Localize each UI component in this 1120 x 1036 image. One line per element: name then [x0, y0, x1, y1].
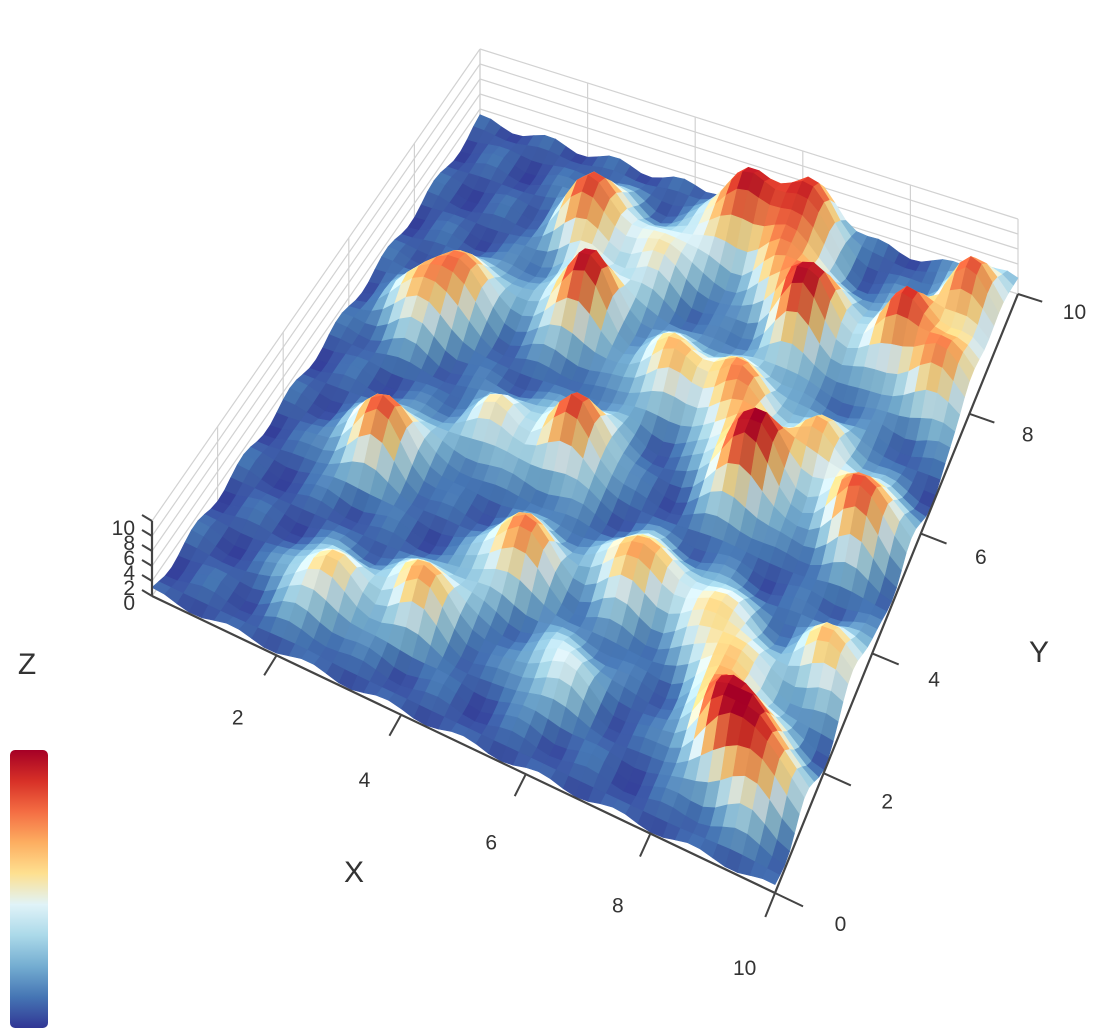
y-axis-line — [773, 293, 1020, 894]
z-tick-label: 10 — [112, 517, 135, 540]
grid-line — [151, 63, 481, 537]
x-tick-label: 6 — [485, 832, 497, 855]
y-tick-mark — [871, 652, 900, 666]
z-tick-mark — [141, 529, 153, 537]
z-tick-label: 0 — [123, 592, 135, 615]
surface-cell — [762, 868, 781, 885]
surface-plot — [151, 114, 1019, 885]
x-tick-label: 4 — [359, 769, 371, 792]
y-tick-mark — [1017, 293, 1043, 303]
y-tick-label: 4 — [928, 668, 940, 691]
y-tick-label: 2 — [881, 791, 893, 814]
x-tick-mark — [388, 714, 403, 737]
y-tick-label: 10 — [1063, 301, 1086, 324]
x-tick-label: 10 — [733, 957, 756, 980]
x-tick-label: 2 — [232, 707, 244, 730]
z-tick-label: 8 — [123, 532, 135, 555]
grid-line — [479, 78, 1019, 250]
z-tick-label: 2 — [123, 577, 135, 600]
z-tick-label: 4 — [123, 562, 135, 585]
y-tick-mark — [920, 532, 947, 545]
x-tick-mark — [639, 833, 652, 857]
z-axis-title: Z — [18, 648, 36, 681]
z-tick-label: 6 — [123, 547, 135, 570]
y-tick-label: 0 — [835, 913, 847, 936]
y-tick-mark — [823, 772, 852, 787]
grid-line — [151, 78, 481, 552]
grid-line — [151, 93, 481, 567]
z-tick-mark — [141, 544, 153, 552]
y-tick-label: 8 — [1022, 423, 1034, 446]
axes — [141, 293, 1043, 918]
x-axis-line — [151, 595, 776, 894]
z-tick-mark — [141, 514, 153, 522]
colorbar — [10, 750, 48, 1028]
y-axis-title: Y — [1029, 636, 1049, 669]
grid-line — [479, 48, 1019, 220]
x-tick-mark — [263, 654, 278, 676]
x-tick-mark — [764, 892, 776, 918]
grid-line — [151, 48, 481, 522]
x-tick-mark — [513, 773, 527, 797]
x-axis-title: X — [344, 856, 364, 889]
z-tick-mark — [141, 559, 153, 567]
grid-line — [479, 63, 1019, 235]
x-tick-label: 8 — [612, 894, 624, 917]
z-tick-mark — [141, 589, 153, 597]
y-tick-mark — [774, 892, 804, 908]
y-tick-mark — [969, 412, 995, 424]
y-tick-label: 6 — [975, 546, 987, 569]
z-tick-mark — [141, 574, 153, 582]
grid-line — [151, 108, 481, 582]
